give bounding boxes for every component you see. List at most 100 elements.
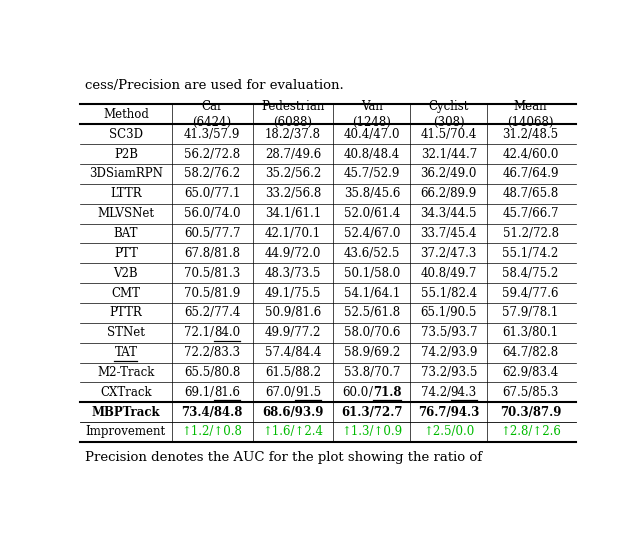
Text: ↑1.2/↑0.8: ↑1.2/↑0.8: [182, 425, 243, 439]
Text: 61.3/72.7: 61.3/72.7: [341, 406, 403, 419]
Text: Precision denotes the AUC for the plot showing the ratio of: Precision denotes the AUC for the plot s…: [85, 451, 482, 464]
Text: 48.3/73.5: 48.3/73.5: [265, 267, 321, 280]
Text: 58.2/76.2: 58.2/76.2: [184, 168, 240, 181]
Text: Method: Method: [103, 108, 149, 121]
Text: 74.2/93.9: 74.2/93.9: [420, 346, 477, 359]
Text: 70.5/81.3: 70.5/81.3: [184, 267, 240, 280]
Text: 49.1/75.5: 49.1/75.5: [265, 287, 321, 300]
Text: /: /: [291, 386, 295, 399]
Text: 49.9/77.2: 49.9/77.2: [265, 326, 321, 339]
Text: cess/Precision are used for evaluation.: cess/Precision are used for evaluation.: [85, 80, 344, 93]
Text: MBPTrack: MBPTrack: [92, 406, 160, 419]
Text: CXTrack: CXTrack: [100, 386, 152, 399]
Text: 40.8/48.4: 40.8/48.4: [344, 148, 400, 161]
Text: 48.7/65.8: 48.7/65.8: [502, 187, 559, 200]
Text: 40.8/49.7: 40.8/49.7: [420, 267, 477, 280]
Text: 3DSiamRPN: 3DSiamRPN: [89, 168, 163, 181]
Text: 60.5/77.7: 60.5/77.7: [184, 227, 241, 240]
Text: CMT: CMT: [111, 287, 140, 300]
Text: Van
(1248): Van (1248): [353, 100, 391, 129]
Text: 54.1/64.1: 54.1/64.1: [344, 287, 400, 300]
Text: /: /: [369, 386, 372, 399]
Text: 70.5/81.9: 70.5/81.9: [184, 287, 240, 300]
Text: STNet: STNet: [107, 326, 145, 339]
Text: 66.2/89.9: 66.2/89.9: [420, 187, 477, 200]
Text: 33.7/45.4: 33.7/45.4: [420, 227, 477, 240]
Text: BAT: BAT: [114, 227, 138, 240]
Text: M2-Track: M2-Track: [97, 366, 155, 379]
Text: 45.7/66.7: 45.7/66.7: [502, 207, 559, 220]
Text: /: /: [447, 386, 451, 399]
Text: 57.9/78.1: 57.9/78.1: [502, 306, 559, 319]
Text: ↑1.6/↑2.4: ↑1.6/↑2.4: [262, 425, 324, 439]
Text: 53.8/70.7: 53.8/70.7: [344, 366, 400, 379]
Text: 65.0/77.1: 65.0/77.1: [184, 187, 241, 200]
Text: 81.6: 81.6: [214, 386, 240, 399]
Text: 58.9/69.2: 58.9/69.2: [344, 346, 400, 359]
Text: 73.2/93.5: 73.2/93.5: [420, 366, 477, 379]
Text: 35.8/45.6: 35.8/45.6: [344, 187, 400, 200]
Text: 76.7/94.3: 76.7/94.3: [418, 406, 479, 419]
Text: 50.1/58.0: 50.1/58.0: [344, 267, 400, 280]
Text: ↑2.8/↑2.6: ↑2.8/↑2.6: [500, 425, 561, 439]
Text: 42.4/60.0: 42.4/60.0: [502, 148, 559, 161]
Text: 58.4/75.2: 58.4/75.2: [502, 267, 559, 280]
Text: 41.5/70.4: 41.5/70.4: [420, 128, 477, 141]
Text: 52.0/61.4: 52.0/61.4: [344, 207, 400, 220]
Text: 64.7/82.8: 64.7/82.8: [502, 346, 559, 359]
Text: 67.8/81.8: 67.8/81.8: [184, 247, 240, 260]
Text: 59.4/77.6: 59.4/77.6: [502, 287, 559, 300]
Text: 55.1/82.4: 55.1/82.4: [420, 287, 477, 300]
Text: V2B: V2B: [113, 267, 138, 280]
Text: 61.3/80.1: 61.3/80.1: [502, 326, 559, 339]
Text: 42.1/70.1: 42.1/70.1: [265, 227, 321, 240]
Text: Car
(6424): Car (6424): [193, 100, 232, 129]
Text: 65.1/90.5: 65.1/90.5: [420, 306, 477, 319]
Text: 62.9/83.4: 62.9/83.4: [502, 366, 559, 379]
Text: 34.1/61.1: 34.1/61.1: [265, 207, 321, 220]
Text: 67.0: 67.0: [265, 386, 291, 399]
Text: 40.4/47.0: 40.4/47.0: [344, 128, 400, 141]
Text: 34.3/44.5: 34.3/44.5: [420, 207, 477, 220]
Text: 74.2: 74.2: [420, 386, 447, 399]
Text: 84.0: 84.0: [214, 326, 240, 339]
Text: 70.3/87.9: 70.3/87.9: [500, 406, 561, 419]
Text: Improvement: Improvement: [86, 425, 166, 439]
Text: /: /: [211, 386, 214, 399]
Text: PTTR: PTTR: [109, 306, 142, 319]
Text: 71.8: 71.8: [372, 386, 401, 399]
Text: 36.2/49.0: 36.2/49.0: [420, 168, 477, 181]
Text: Cyclist
(308): Cyclist (308): [429, 100, 469, 129]
Text: 68.6/93.9: 68.6/93.9: [262, 406, 324, 419]
Text: 69.1: 69.1: [184, 386, 211, 399]
Text: 52.5/61.8: 52.5/61.8: [344, 306, 400, 319]
Text: 50.9/81.6: 50.9/81.6: [265, 306, 321, 319]
Text: 41.3/57.9: 41.3/57.9: [184, 128, 241, 141]
Text: 65.5/80.8: 65.5/80.8: [184, 366, 240, 379]
Text: LTTR: LTTR: [110, 187, 141, 200]
Text: 37.2/47.3: 37.2/47.3: [420, 247, 477, 260]
Text: 55.1/74.2: 55.1/74.2: [502, 247, 559, 260]
Text: SC3D: SC3D: [109, 128, 143, 141]
Text: MLVSNet: MLVSNet: [97, 207, 154, 220]
Text: P2B: P2B: [114, 148, 138, 161]
Text: 56.2/72.8: 56.2/72.8: [184, 148, 240, 161]
Text: 72.1: 72.1: [184, 326, 210, 339]
Text: 67.5/85.3: 67.5/85.3: [502, 386, 559, 399]
Text: 91.5: 91.5: [295, 386, 321, 399]
Text: 28.7/49.6: 28.7/49.6: [265, 148, 321, 161]
Text: /: /: [210, 326, 214, 339]
Text: 73.4/84.8: 73.4/84.8: [182, 406, 243, 419]
Text: TAT: TAT: [115, 346, 138, 359]
Text: ↑1.3/↑0.9: ↑1.3/↑0.9: [341, 425, 403, 439]
Text: 94.3: 94.3: [451, 386, 477, 399]
Text: 44.9/72.0: 44.9/72.0: [265, 247, 321, 260]
Text: ↑2.5/0.0: ↑2.5/0.0: [423, 425, 474, 439]
Text: 52.4/67.0: 52.4/67.0: [344, 227, 400, 240]
Text: 32.1/44.7: 32.1/44.7: [420, 148, 477, 161]
Text: 31.2/48.5: 31.2/48.5: [502, 128, 559, 141]
Text: 61.5/88.2: 61.5/88.2: [265, 366, 321, 379]
Text: 45.7/52.9: 45.7/52.9: [344, 168, 400, 181]
Text: Pedestrian
(6088): Pedestrian (6088): [261, 100, 324, 129]
Text: PTT: PTT: [114, 247, 138, 260]
